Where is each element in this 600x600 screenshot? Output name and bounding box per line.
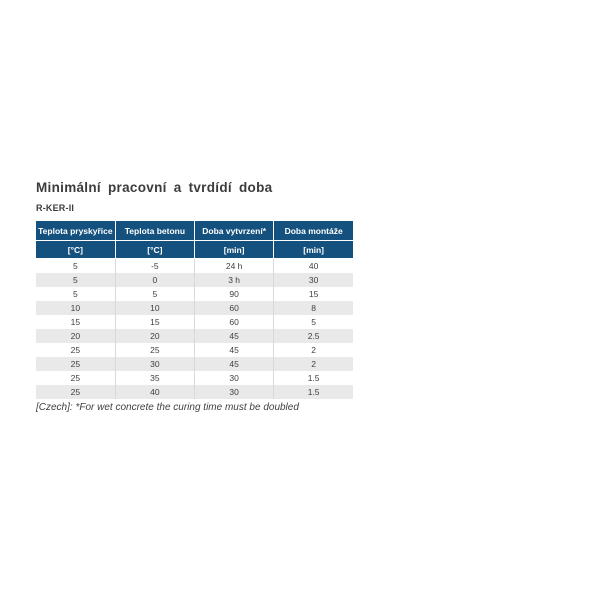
cell-r5-c3: 2.5 <box>273 328 353 343</box>
table-row: 20 20 45 2.5 <box>36 328 353 343</box>
cell-r1-c3: 30 <box>273 272 353 287</box>
cell-r4-c1: 15 <box>114 314 195 329</box>
cell-r3-c3: 8 <box>273 300 353 315</box>
cell-r7-c1: 30 <box>114 356 195 371</box>
column-header-2: Doba vytvrzení* <box>193 220 275 241</box>
cell-r1-c2: 3 h <box>193 272 274 287</box>
cell-r7-c0: 25 <box>36 356 116 371</box>
cell-r2-c0: 5 <box>73 288 78 299</box>
cell-r0-c0: 5 <box>73 260 78 271</box>
column-unit-3: [min] <box>273 240 353 259</box>
table-row: 5 5 90 15 <box>36 286 353 301</box>
cell-r1-c1: 0 <box>114 272 195 287</box>
cell-r3-c1: 10 <box>114 300 195 315</box>
cell-r4-c3: 5 <box>273 314 353 329</box>
cell-r4-c2: 60 <box>193 314 274 329</box>
cell-r6-c3: 2 <box>273 342 353 357</box>
cell-r5-c0: 20 <box>36 328 116 343</box>
table-header: Teplota pryskyřice Teplota betonu Doba vyt… <box>36 220 353 259</box>
table-row: 10 10 60 8 <box>36 300 353 315</box>
header-unit-row: [°C] [°C] [min] [min] <box>36 240 353 259</box>
column-unit-2: [min] <box>193 240 275 259</box>
table-row: 25 40 30 1.5 <box>36 384 353 399</box>
column-header-3: Doba montáže <box>273 220 353 241</box>
cell-r9-c0: 25 <box>36 384 116 399</box>
cell-r4-c0: 15 <box>70 316 81 327</box>
table-footnote: [Czech]: *For wet concrete the curing ti… <box>36 401 299 413</box>
curing-time-table: Teplota pryskyřice Teplota betonu Doba vyt… <box>36 220 353 399</box>
cell-r2-c2: 90 <box>193 286 274 301</box>
column-unit-0: [°C] <box>36 240 116 259</box>
cell-r9-c3: 1.5 <box>273 384 353 399</box>
cell-r6-c0: 25 <box>70 344 81 355</box>
cell-r2-c1: 5 <box>114 286 195 301</box>
cell-r3-c2: 60 <box>193 300 274 315</box>
table-row: 5 -5 24 h 40 <box>36 258 353 273</box>
cell-r6-c2: 45 <box>193 342 274 357</box>
cell-r8-c0: 25 <box>70 372 81 383</box>
cell-r8-c3: 1.5 <box>273 370 353 385</box>
table-body: 5 -5 24 h 40 5 0 3 h 30 5 5 90 15 10 10 60 8 15 15 60 5 20 20… <box>36 258 353 399</box>
cell-r8-c2: 30 <box>193 370 274 385</box>
cell-r5-c1: 20 <box>114 328 195 343</box>
document-page: Minimální pracovní a tvrdídí doba R-KER-… <box>36 180 353 413</box>
cell-r9-c2: 30 <box>193 384 274 399</box>
column-header-1: Teplota betonu <box>114 220 196 241</box>
column-unit-1: [°C] <box>114 240 196 259</box>
page-title: Minimální pracovní a tvrdídí doba <box>36 180 273 195</box>
table-row: 25 35 30 1.5 <box>36 370 353 385</box>
cell-r0-c1: -5 <box>114 258 195 273</box>
header-label-row: Teplota pryskyřice Teplota betonu Doba vyt… <box>36 220 353 241</box>
cell-r3-c0: 10 <box>36 300 116 315</box>
cell-r7-c3: 2 <box>273 356 353 371</box>
product-code: R-KER-II <box>36 203 75 213</box>
cell-r0-c3: 40 <box>273 258 353 273</box>
cell-r9-c1: 40 <box>114 384 195 399</box>
cell-r8-c1: 35 <box>114 370 195 385</box>
cell-r6-c1: 25 <box>114 342 195 357</box>
cell-r0-c2: 24 h <box>193 258 274 273</box>
table-row: 25 25 45 2 <box>36 342 353 357</box>
cell-r5-c2: 45 <box>193 328 274 343</box>
cell-r2-c3: 15 <box>273 286 353 301</box>
table-row: 25 30 45 2 <box>36 356 353 371</box>
cell-r1-c0: 5 <box>36 272 116 287</box>
cell-r7-c2: 45 <box>193 356 274 371</box>
table-row: 15 15 60 5 <box>36 314 353 329</box>
column-header-0: Teplota pryskyřice <box>36 220 116 241</box>
